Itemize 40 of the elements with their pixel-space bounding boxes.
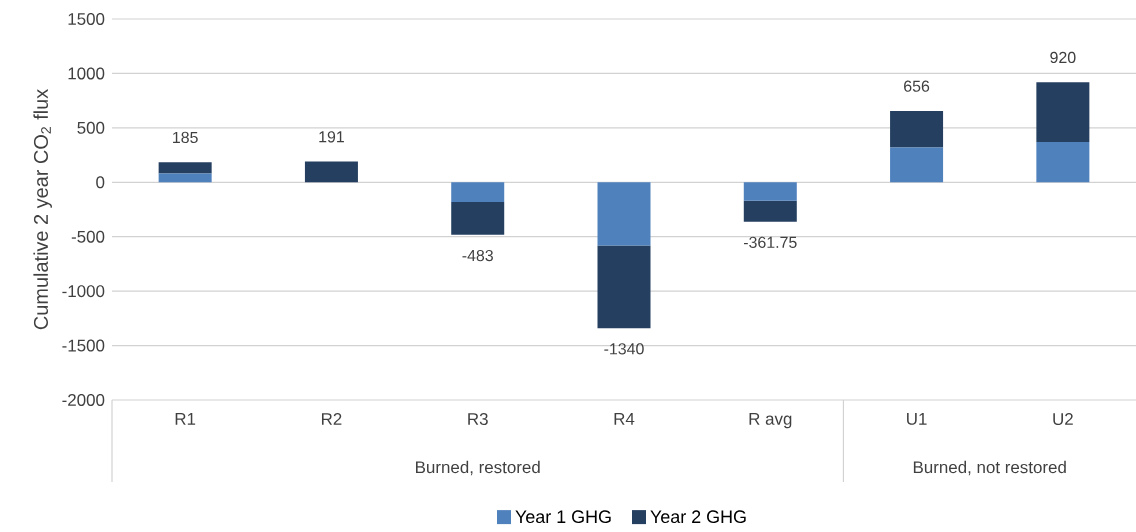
bar	[158, 173, 212, 183]
bar	[304, 161, 358, 183]
total-label: 920	[1050, 51, 1076, 64]
legend-label: Year 1 GHG	[515, 510, 611, 524]
y-tick-label: -1000	[62, 285, 105, 298]
y-tick-label: -1500	[62, 339, 105, 352]
y-tick-label: 500	[77, 121, 105, 134]
x-tick-label: R2	[321, 413, 342, 425]
bar	[743, 200, 797, 222]
total-label: 185	[173, 131, 198, 144]
bar	[890, 110, 944, 148]
y-tick-label: 0	[96, 176, 105, 189]
bar	[597, 182, 651, 246]
text: Burned, not restored	[913, 460, 1066, 476]
y-tick-label: -2000	[62, 394, 105, 406]
bar	[451, 201, 505, 235]
total-label: 191	[319, 131, 344, 143]
legend-label: Year 2 GHG	[650, 510, 746, 524]
y-tick-label: 1500	[68, 13, 105, 25]
bar	[743, 182, 797, 201]
y-axis-title: Cumulative 2 year CO$_{2}$ flux	[33, 89, 52, 330]
x-tick-label: R3	[468, 413, 488, 426]
x-tick-label: R4	[614, 413, 635, 425]
total-label: 656	[904, 80, 930, 92]
x-tick-label: R1	[175, 413, 196, 425]
x-tick-label: R avg	[749, 413, 792, 429]
x-tick-label: U1	[907, 413, 927, 425]
bar	[1036, 142, 1090, 183]
text: Burned, restored	[416, 460, 540, 476]
bar	[158, 162, 212, 174]
bar	[597, 245, 651, 329]
y-tick-label: 1000	[68, 67, 105, 80]
bar	[1036, 82, 1090, 143]
total-label: -483	[462, 249, 493, 262]
total-label: -1340	[604, 343, 644, 355]
y-tick-label: -500	[71, 230, 105, 243]
x-tick-label: U2	[1053, 413, 1073, 426]
total-label: -361.75	[743, 236, 797, 248]
bar	[890, 147, 944, 183]
bar	[451, 182, 505, 202]
